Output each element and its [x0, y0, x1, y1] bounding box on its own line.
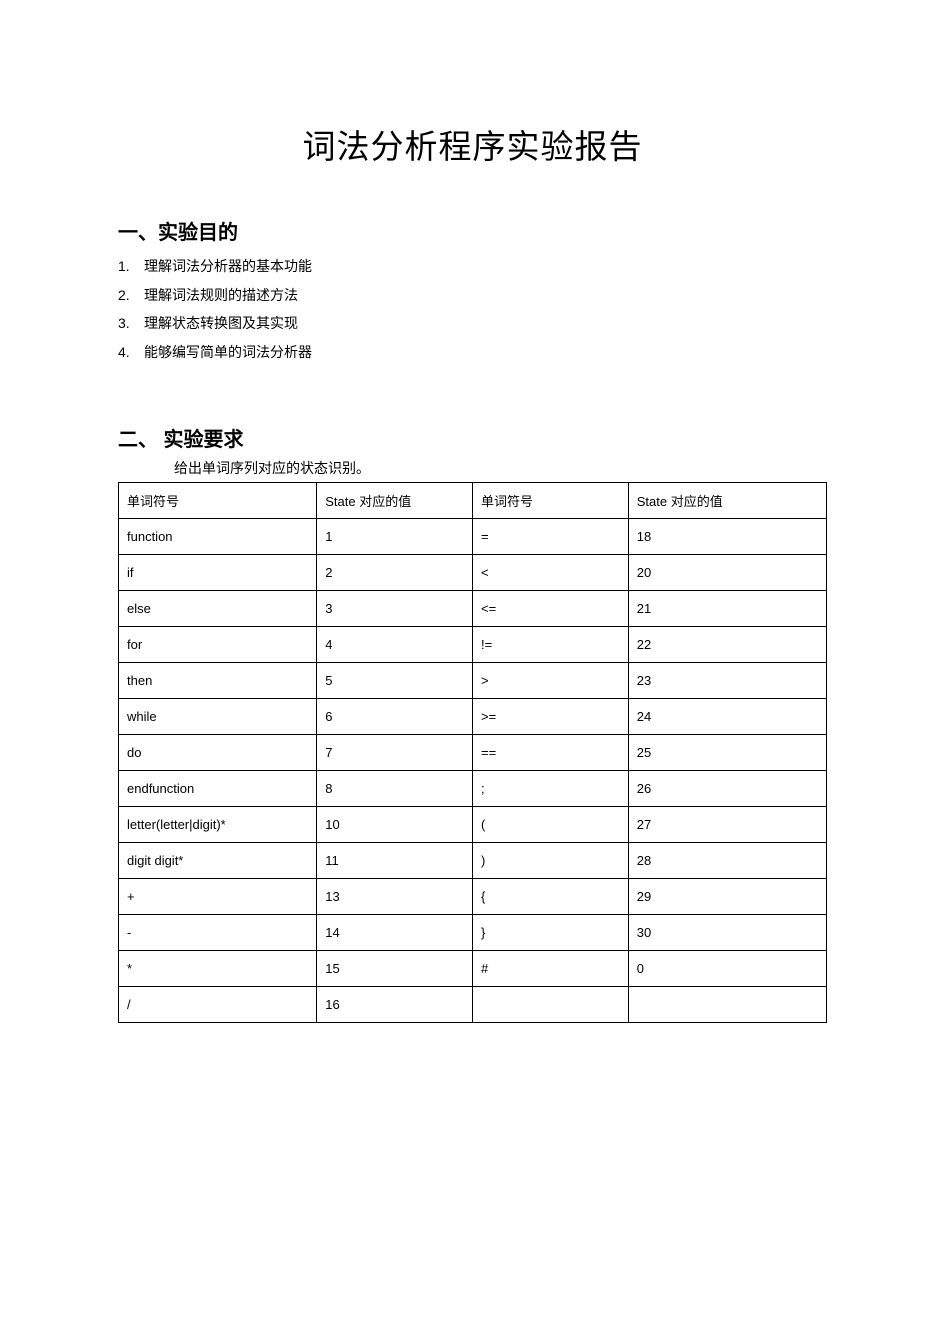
cell: 24: [628, 699, 826, 735]
cell: 22: [628, 627, 826, 663]
cell: /: [119, 987, 317, 1023]
cell: 29: [628, 879, 826, 915]
table-row: letter(letter|digit)* 10 ( 27: [119, 807, 827, 843]
section2-header: 二、 实验要求: [118, 423, 827, 452]
section1-header: 一、实验目的: [118, 216, 827, 245]
cell: letter(letter|digit)*: [119, 807, 317, 843]
cell: for: [119, 627, 317, 663]
cell: 3: [317, 591, 473, 627]
table-row: digit digit* 11 ) 28: [119, 843, 827, 879]
table-row: for 4 != 22: [119, 627, 827, 663]
list-num: 4.: [118, 339, 144, 366]
cell: digit digit*: [119, 843, 317, 879]
list-num: 1.: [118, 253, 144, 280]
cell: {: [472, 879, 628, 915]
list-text: 能够编写简单的词法分析器: [144, 346, 312, 361]
cell: 27: [628, 807, 826, 843]
cell: >: [472, 663, 628, 699]
cell: -: [119, 915, 317, 951]
cell: [628, 987, 826, 1023]
table-header-row: 单词符号 State 对应的值 单词符号 State 对应的值: [119, 483, 827, 519]
cell: endfunction: [119, 771, 317, 807]
list-item: 3.理解状态转换图及其实现: [118, 310, 827, 339]
cell: 28: [628, 843, 826, 879]
cell: ): [472, 843, 628, 879]
table-row: endfunction 8 ; 26: [119, 771, 827, 807]
table-row: - 14 } 30: [119, 915, 827, 951]
table-row: do 7 == 25: [119, 735, 827, 771]
table-row: * 15 # 0: [119, 951, 827, 987]
th-symbol1: 单词符号: [119, 483, 317, 519]
cell: function: [119, 519, 317, 555]
cell: 20: [628, 555, 826, 591]
cell: 25: [628, 735, 826, 771]
list-text: 理解词法规则的描述方法: [144, 289, 298, 304]
cell: }: [472, 915, 628, 951]
cell: #: [472, 951, 628, 987]
cell: else: [119, 591, 317, 627]
cell: *: [119, 951, 317, 987]
cell: [472, 987, 628, 1023]
cell: 26: [628, 771, 826, 807]
table-row: / 16: [119, 987, 827, 1023]
objectives-list: 1.理解词法分析器的基本功能 2.理解词法规则的描述方法 3.理解状态转换图及其…: [118, 253, 827, 367]
table-row: then 5 > 23: [119, 663, 827, 699]
th-state2: State 对应的值: [628, 483, 826, 519]
list-text: 理解词法分析器的基本功能: [144, 260, 312, 275]
page-title: 词法分析程序实验报告: [118, 120, 827, 168]
cell: 30: [628, 915, 826, 951]
cell: (: [472, 807, 628, 843]
state-table: 单词符号 State 对应的值 单词符号 State 对应的值 function…: [118, 482, 827, 1023]
list-item: 1.理解词法分析器的基本功能: [118, 253, 827, 282]
cell: <: [472, 555, 628, 591]
cell: 5: [317, 663, 473, 699]
cell: while: [119, 699, 317, 735]
th-state1: State 对应的值: [317, 483, 473, 519]
cell: 4: [317, 627, 473, 663]
cell: 8: [317, 771, 473, 807]
cell: 18: [628, 519, 826, 555]
section2-desc: 给出单词序列对应的状态识别。: [174, 458, 827, 478]
table-row: function 1 = 18: [119, 519, 827, 555]
cell: 7: [317, 735, 473, 771]
table-row: else 3 <= 21: [119, 591, 827, 627]
list-item: 2.理解词法规则的描述方法: [118, 282, 827, 311]
cell: 10: [317, 807, 473, 843]
cell: =: [472, 519, 628, 555]
cell: 21: [628, 591, 826, 627]
cell: 6: [317, 699, 473, 735]
cell: !=: [472, 627, 628, 663]
table-row: + 13 { 29: [119, 879, 827, 915]
cell: 13: [317, 879, 473, 915]
cell: do: [119, 735, 317, 771]
cell: 11: [317, 843, 473, 879]
list-num: 2.: [118, 282, 144, 309]
cell: 14: [317, 915, 473, 951]
list-num: 3.: [118, 310, 144, 337]
table-row: while 6 >= 24: [119, 699, 827, 735]
cell: 0: [628, 951, 826, 987]
cell: if: [119, 555, 317, 591]
cell: 1: [317, 519, 473, 555]
cell: ;: [472, 771, 628, 807]
table-row: if 2 < 20: [119, 555, 827, 591]
cell: 23: [628, 663, 826, 699]
cell: then: [119, 663, 317, 699]
list-item: 4.能够编写简单的词法分析器: [118, 339, 827, 368]
th-symbol2: 单词符号: [472, 483, 628, 519]
cell: ==: [472, 735, 628, 771]
cell: 2: [317, 555, 473, 591]
cell: <=: [472, 591, 628, 627]
cell: 16: [317, 987, 473, 1023]
cell: +: [119, 879, 317, 915]
cell: 15: [317, 951, 473, 987]
list-text: 理解状态转换图及其实现: [144, 317, 298, 332]
cell: >=: [472, 699, 628, 735]
